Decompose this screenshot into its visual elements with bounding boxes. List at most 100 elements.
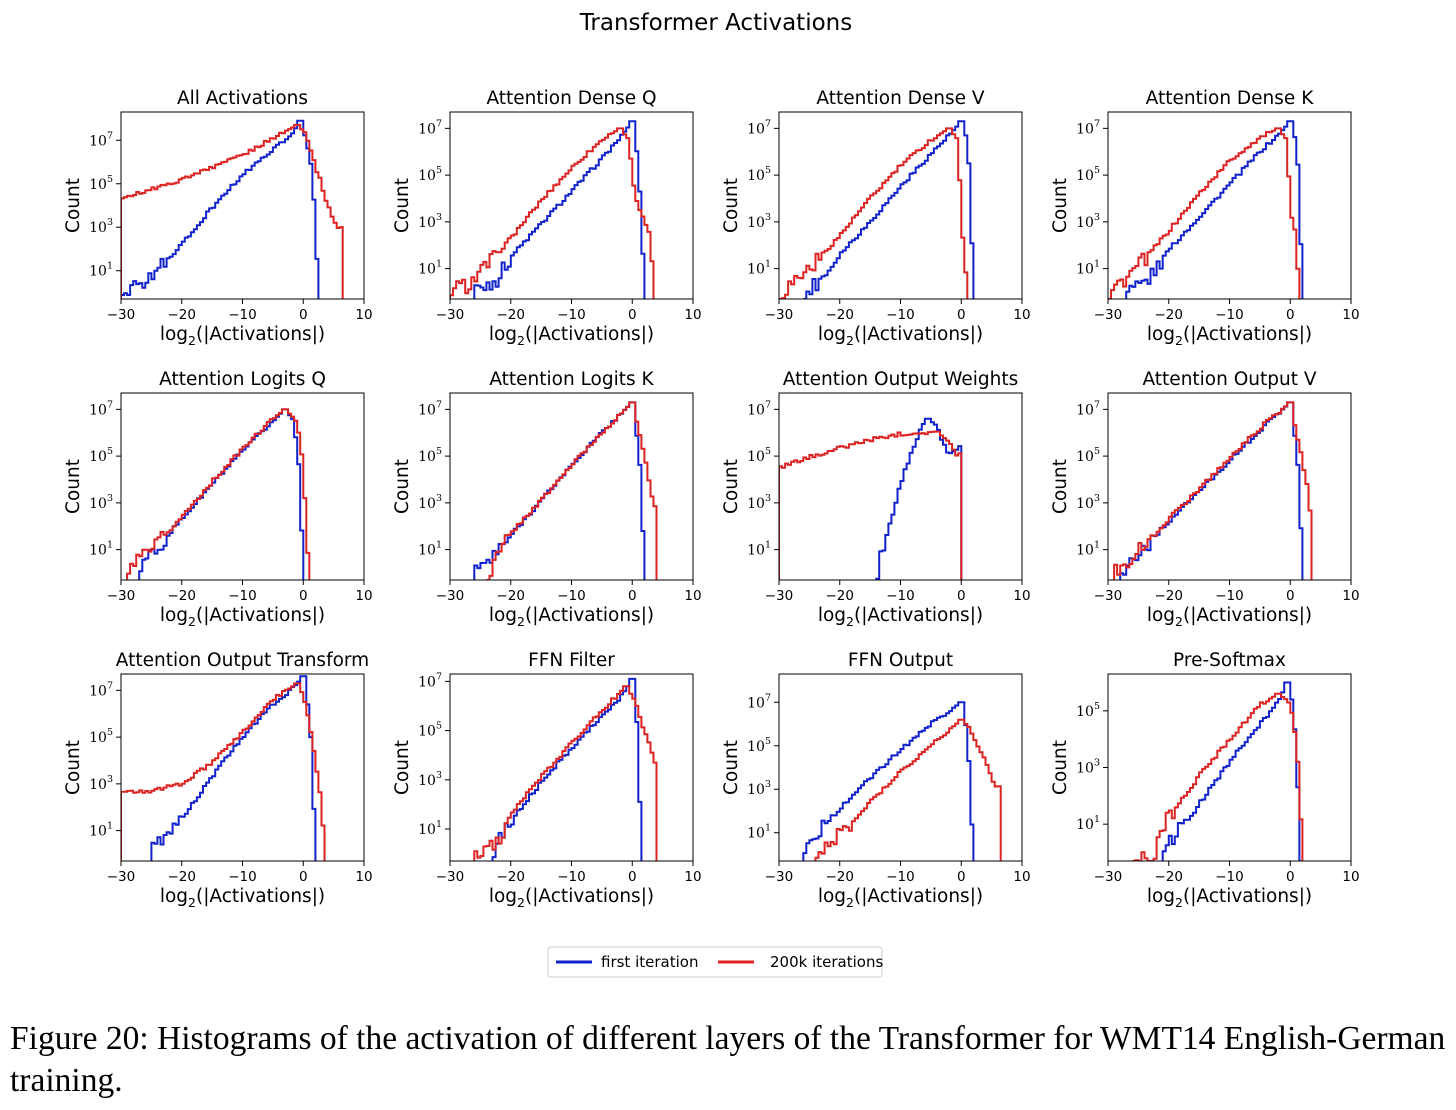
y-tick-exponent: 1 (765, 259, 771, 270)
x-tick-label: −10 (228, 307, 257, 323)
y-tick-label: 101 (747, 259, 771, 278)
panel-attention-logits-k: Attention Logits K −30 −20 −10 0 10 101 103 105 1… (392, 369, 702, 629)
x-axis-label: log2(|Activations|) (160, 886, 325, 910)
y-tick-exponent: 3 (107, 217, 113, 228)
x-tick-label: 10 (684, 588, 701, 604)
x-tick-label: 10 (1342, 588, 1359, 604)
y-tick-exponent: 5 (1094, 446, 1100, 457)
x-axis-label: log2(|Activations|) (818, 605, 983, 629)
series-first-iteration (121, 119, 320, 299)
y-axis-label: Count (721, 178, 742, 233)
y-tick-label: 103 (418, 212, 442, 231)
y-tick-label: 107 (747, 399, 771, 418)
y-tick-label: 105 (418, 446, 442, 465)
x-tick-label: −30 (436, 307, 465, 323)
series-200k-iterations (450, 127, 655, 299)
x-tick-label: −10 (886, 869, 915, 885)
x-tick-label: −30 (765, 588, 794, 604)
x-tick-label: 0 (299, 588, 308, 604)
panel-pre-softmax: Pre-Softmax −30 −20 −10 0 10 101 103 105 Count log… (1050, 650, 1360, 910)
x-tick-label: −10 (886, 588, 915, 604)
histogram-plot-area (779, 120, 975, 299)
x-tick-label: −30 (1094, 307, 1123, 323)
panel-title: Attention Dense V (816, 88, 985, 109)
y-tick-label: 107 (89, 399, 113, 418)
x-tick-label: 0 (1286, 588, 1295, 604)
series-first-iteration (802, 701, 975, 861)
y-tick-exponent: 5 (765, 736, 771, 747)
x-axis-label: log2(|Activations|) (160, 324, 325, 348)
panel-title: All Activations (177, 88, 308, 109)
y-tick-exponent: 7 (436, 671, 442, 682)
y-tick-label: 103 (89, 493, 113, 512)
y-tick-label: 103 (89, 774, 113, 793)
y-axis-label: Count (1050, 178, 1071, 233)
x-tick-label: −20 (826, 307, 855, 323)
axes-frame (778, 673, 1023, 862)
series-first-iteration (473, 120, 646, 299)
y-tick-exponent: 5 (765, 165, 771, 176)
series-200k-iterations (1113, 401, 1313, 580)
x-axis-label: log2(|Activations|) (1147, 324, 1312, 348)
x-tick-label: −30 (1094, 869, 1123, 885)
x-tick-label: 0 (957, 588, 966, 604)
y-tick-exponent: 5 (1094, 165, 1100, 176)
x-tick-label: −30 (107, 588, 136, 604)
y-tick-label: 103 (418, 493, 442, 512)
histogram-plot-area (473, 677, 658, 861)
y-tick-exponent: 1 (765, 823, 771, 834)
histogram-plot-area (121, 675, 326, 861)
y-tick-exponent: 1 (436, 259, 442, 270)
y-tick-exponent: 5 (107, 727, 113, 738)
y-tick-exponent: 3 (1094, 493, 1100, 504)
panel-attention-output-v: Attention Output V −30 −20 −10 0 10 101 103 105 1… (1050, 369, 1360, 629)
series-first-iteration (1161, 681, 1301, 861)
axes-frame (1107, 111, 1352, 300)
legend-label-200k-iterations: 200k iterations (770, 953, 883, 971)
x-tick-label: 0 (1286, 307, 1295, 323)
y-tick-exponent: 7 (107, 130, 113, 141)
x-tick-label: −30 (107, 869, 136, 885)
y-tick-exponent: 3 (765, 779, 771, 790)
series-200k-iterations (779, 430, 963, 580)
y-tick-label: 101 (89, 261, 113, 280)
panel-attention-logits-q: Attention Logits Q −30 −20 −10 0 10 101 103 105 1… (63, 369, 373, 629)
x-tick-label: −10 (886, 307, 915, 323)
y-tick-label: 107 (747, 118, 771, 137)
x-axis-label: log2(|Activations|) (489, 605, 654, 629)
y-tick-exponent: 1 (436, 819, 442, 830)
legend: first iteration 200k iterations (547, 946, 883, 978)
y-tick-exponent: 7 (765, 692, 771, 703)
x-tick-label: 0 (628, 869, 637, 885)
y-tick-exponent: 5 (436, 446, 442, 457)
series-200k-iterations (121, 124, 344, 299)
panel-all-activations: All Activations −30 −20 −10 0 10 101 103 105 107 C… (63, 88, 373, 348)
y-tick-label: 103 (1076, 212, 1100, 231)
y-tick-exponent: 7 (436, 118, 442, 129)
y-tick-exponent: 1 (1094, 540, 1100, 551)
y-tick-exponent: 7 (1094, 399, 1100, 410)
y-tick-label: 107 (418, 118, 442, 137)
x-axis-label: log2(|Activations|) (818, 324, 983, 348)
y-tick-exponent: 7 (1094, 118, 1100, 129)
x-tick-label: −30 (1094, 588, 1123, 604)
y-tick-exponent: 1 (1094, 814, 1100, 825)
histogram-plot-area (126, 408, 311, 580)
series-first-iteration (138, 408, 305, 580)
y-tick-label: 105 (747, 165, 771, 184)
series-200k-iterations (121, 682, 326, 861)
x-tick-label: 0 (299, 869, 308, 885)
y-axis-label: Count (392, 459, 413, 514)
y-tick-label: 105 (89, 446, 113, 465)
y-tick-label: 105 (747, 736, 771, 755)
series-first-iteration (803, 120, 975, 299)
y-axis-label: Count (721, 459, 742, 514)
series-200k-iterations (1132, 692, 1304, 861)
x-tick-label: −10 (228, 869, 257, 885)
x-axis-label: log2(|Activations|) (160, 605, 325, 629)
x-tick-label: −20 (168, 307, 197, 323)
series-200k-iterations (486, 401, 658, 580)
x-tick-label: −20 (168, 588, 197, 604)
panels: All Activations−30 −20 −10 0 10101103105107C… (63, 88, 1360, 910)
x-tick-label: 10 (1013, 869, 1030, 885)
